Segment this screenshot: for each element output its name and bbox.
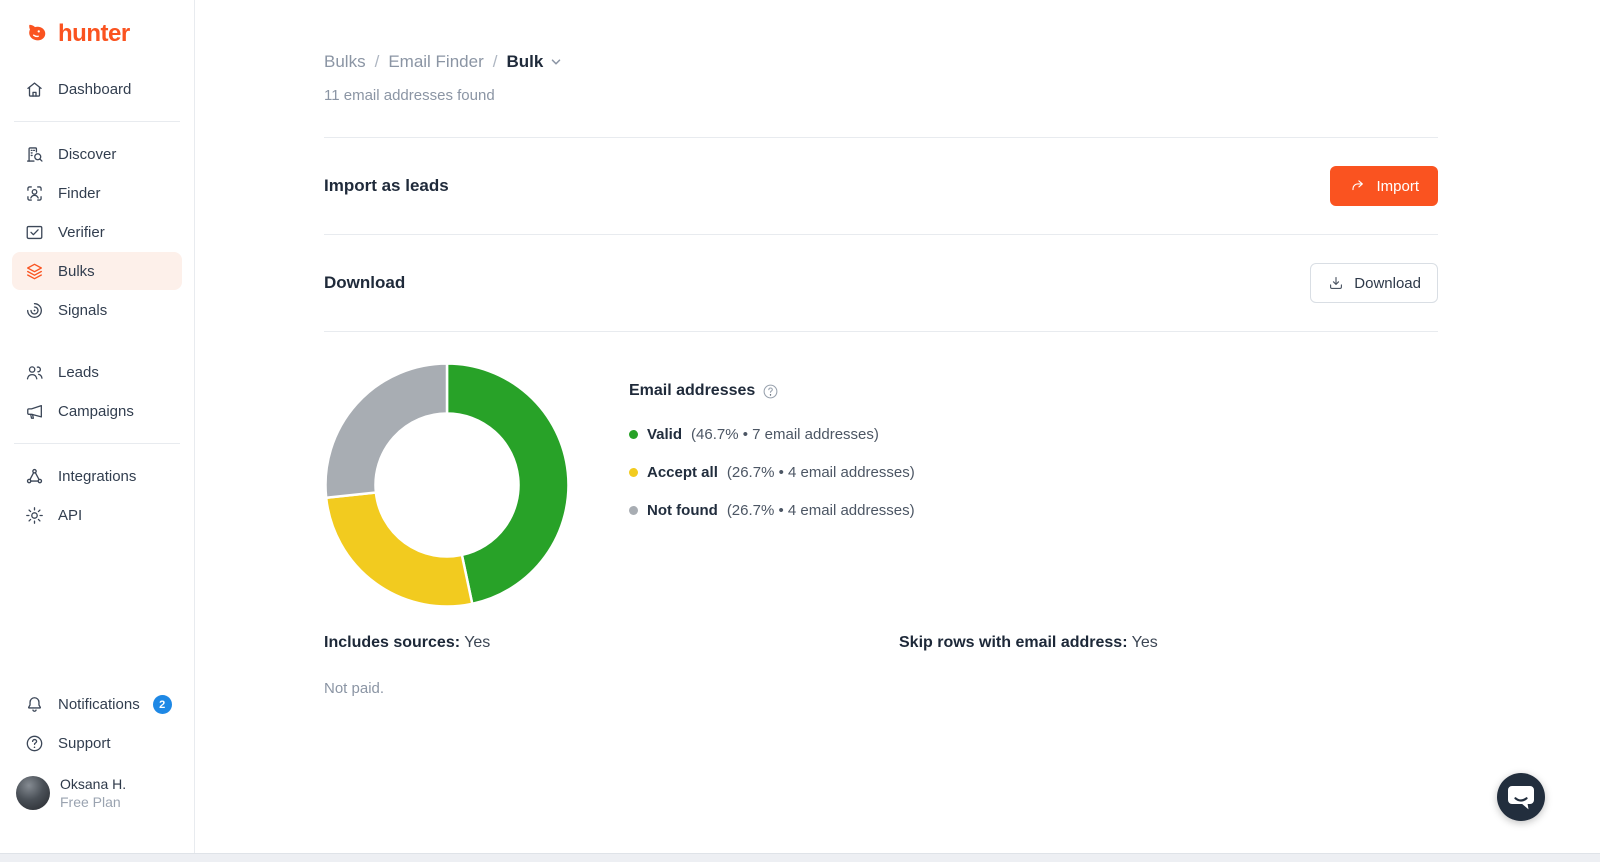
sidebar-item-label: API <box>58 506 83 524</box>
chart-legend: Email addresses Valid (46.7% • 7 email a… <box>629 362 915 608</box>
download-section: Download Download <box>324 235 1438 331</box>
sidebar-item-signals[interactable]: Signals <box>12 291 182 329</box>
includes-sources: Includes sources: Yes <box>324 634 491 651</box>
sidebar-item-notifications[interactable]: Notifications 2 <box>12 686 182 724</box>
skip-rows: Skip rows with email address: Yes <box>899 634 1158 651</box>
chat-bubble-icon <box>1508 786 1534 810</box>
payment-status: Not paid. <box>324 680 385 697</box>
sidebar-item-verifier[interactable]: Verifier <box>12 213 182 251</box>
legend-item-valid: Valid (46.7% • 7 email addresses) <box>629 426 915 443</box>
download-button[interactable]: Download <box>1310 263 1438 303</box>
avatar <box>16 775 50 810</box>
breadcrumb-bulks[interactable]: Bulks <box>324 52 366 71</box>
chart-title: Email addresses <box>629 382 756 399</box>
sidebar-item-dashboard[interactable]: Dashboard <box>12 70 182 108</box>
sidebar: hunter Dashboard Discover Finder <box>0 0 195 853</box>
account-menu[interactable]: Oksana H. Free Plan <box>12 775 182 811</box>
gear-icon <box>26 506 43 524</box>
sidebar-item-label: Bulks <box>58 262 95 280</box>
legend-item-accept-all: Accept all (26.7% • 4 email addresses) <box>629 464 915 481</box>
donut-chart <box>324 362 570 608</box>
megaphone-icon <box>27 404 42 419</box>
import-section: Import as leads Import <box>324 138 1438 234</box>
legend-dot-accept-all <box>629 468 638 477</box>
breadcrumb-current-dropdown[interactable]: Bulk <box>506 52 563 72</box>
home-icon <box>27 81 42 97</box>
import-button[interactable]: Import <box>1330 166 1438 206</box>
email-addresses-chart-area: Email addresses Valid (46.7% • 7 email a… <box>324 362 1438 608</box>
discover-icon <box>27 146 43 162</box>
sidebar-item-campaigns[interactable]: Campaigns <box>12 392 182 430</box>
envelope-check-icon <box>26 225 43 239</box>
donut-slice-valid <box>445 362 570 606</box>
donut-slice-not-found <box>324 362 449 499</box>
sidebar-item-label: Leads <box>58 363 99 381</box>
section-divider <box>324 234 1438 235</box>
chevron-down-icon <box>552 59 561 65</box>
section-divider <box>324 137 1438 138</box>
main-content: Bulks / Email Finder / Bulk 11 email add… <box>196 0 1600 697</box>
person-viewfinder-icon <box>27 185 42 201</box>
sidebar-item-label: Integrations <box>58 467 137 485</box>
signals-spiral-icon <box>27 302 42 318</box>
users-icon <box>26 365 43 379</box>
sidebar-divider <box>14 121 180 122</box>
sidebar-item-leads[interactable]: Leads <box>12 353 182 391</box>
sidebar-item-support[interactable]: Support <box>12 725 182 763</box>
download-button-label: Download <box>1354 274 1421 292</box>
brand-name: hunter <box>58 20 130 47</box>
sidebar-nav: Dashboard Discover Finder Verifier <box>0 70 194 534</box>
legend-dot-not-found <box>629 506 638 515</box>
account-name: Oksana H. <box>60 775 127 792</box>
help-icon[interactable] <box>762 383 779 400</box>
breadcrumb-separator: / <box>492 52 498 71</box>
sidebar-item-label: Notifications <box>58 696 140 714</box>
bulk-options: Includes sources: Yes Skip rows with ema… <box>324 634 1438 652</box>
question-circle-icon <box>26 735 43 752</box>
integrations-nodes-icon <box>26 468 43 483</box>
sidebar-bottom: Notifications 2 Support Oksana H. Free P… <box>12 686 182 811</box>
sidebar-item-label: Finder <box>58 184 101 202</box>
sidebar-item-integrations[interactable]: Integrations <box>12 457 182 495</box>
import-section-title: Import as leads <box>324 176 449 195</box>
legend-dot-valid <box>629 430 638 439</box>
section-divider <box>324 331 1438 332</box>
sidebar-item-bulks[interactable]: Bulks <box>12 252 182 290</box>
breadcrumb: Bulks / Email Finder / Bulk <box>324 52 1438 72</box>
sidebar-gap <box>12 330 182 353</box>
result-count: 11 email addresses found <box>324 87 495 104</box>
legend-item-not-found: Not found (26.7% • 4 email addresses) <box>629 502 915 519</box>
import-button-label: Import <box>1376 177 1419 195</box>
breadcrumb-current: Bulk <box>506 52 544 71</box>
bell-icon <box>27 697 42 712</box>
sidebar-divider <box>14 443 180 444</box>
sidebar-item-label: Verifier <box>58 223 105 241</box>
account-plan: Free Plan <box>60 793 121 810</box>
sidebar-item-label: Discover <box>58 145 117 163</box>
download-section-title: Download <box>324 273 406 292</box>
bottom-strip <box>0 853 1600 862</box>
hunter-logo[interactable]: hunter <box>24 20 194 48</box>
donut-slice-accept-all <box>324 491 474 608</box>
breadcrumb-email-finder[interactable]: Email Finder <box>388 52 484 71</box>
sidebar-item-label: Dashboard <box>58 80 132 98</box>
breadcrumb-separator: / <box>374 52 380 71</box>
notifications-badge: 2 <box>152 695 172 715</box>
sidebar-item-api[interactable]: API <box>12 496 182 534</box>
sidebar-item-discover[interactable]: Discover <box>12 135 182 173</box>
chat-launcher-button[interactable] <box>1497 773 1545 821</box>
download-icon <box>1330 277 1343 290</box>
hunter-logo-icon <box>29 24 46 41</box>
import-arrow-icon <box>1352 180 1364 191</box>
sidebar-item-label: Support <box>58 735 111 753</box>
sidebar-item-label: Signals <box>58 301 108 319</box>
layers-icon <box>27 263 42 279</box>
sidebar-item-finder[interactable]: Finder <box>12 174 182 212</box>
sidebar-item-label: Campaigns <box>58 402 134 420</box>
